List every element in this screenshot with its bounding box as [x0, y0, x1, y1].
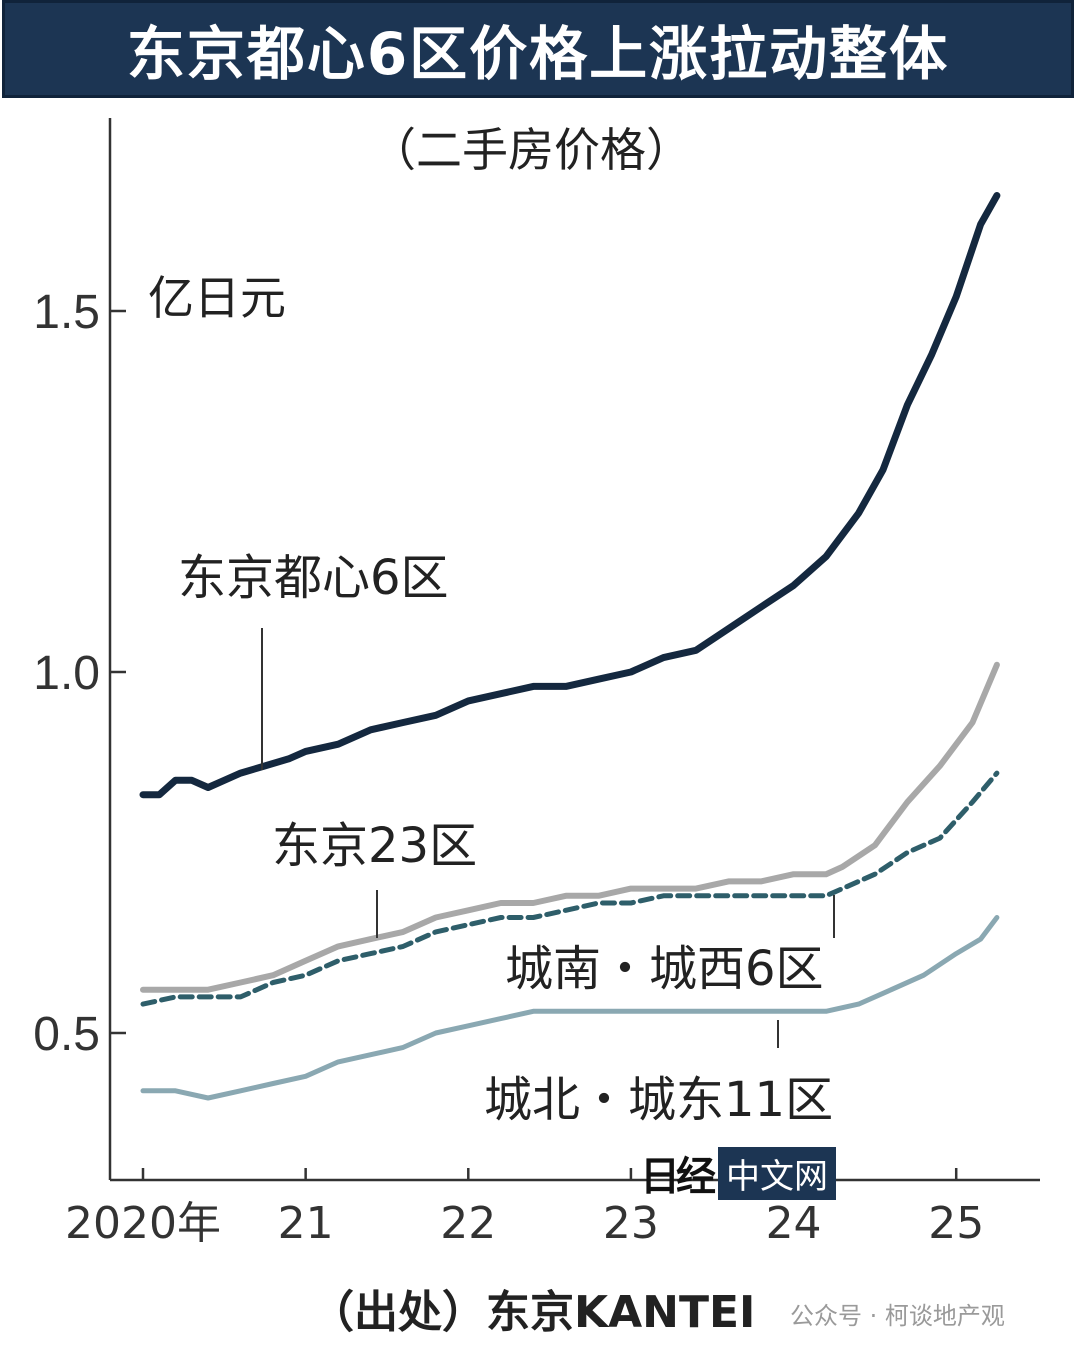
- x-tick-label: 24: [766, 1198, 822, 1249]
- chart-subtitle: （二手房价格）: [370, 123, 692, 177]
- source-note: （出处）东京KANTEI: [310, 1287, 756, 1338]
- y-tick-label: 1.0: [33, 647, 100, 700]
- nikkei-logo-mark: 日经: [640, 1153, 716, 1200]
- line-chart: （二手房价格） 亿日元 0.5 1.0 1.5 2020年 21 22 23 24 25 东京都…: [33, 118, 1040, 1249]
- x-tick-label: 25: [928, 1198, 984, 1249]
- x-tick-label: 23: [603, 1198, 659, 1249]
- x-tick-label: 2020年: [65, 1198, 221, 1249]
- series-label-1: 东京23区: [272, 818, 477, 874]
- nikkei-logo-badge: 中文网: [718, 1146, 836, 1200]
- x-tick-label: 21: [278, 1198, 334, 1249]
- x-tick-label: 22: [440, 1198, 496, 1249]
- series-label-3: 城北・城东11区: [484, 1072, 833, 1128]
- series-line-2: [140, 770, 1000, 1007]
- nikkei-logo: 日经 中文网: [640, 1146, 836, 1200]
- axes: 0.5 1.0 1.5 2020年 21 22 23 24 25: [33, 118, 1040, 1249]
- y-tick-label: 1.5: [33, 286, 100, 339]
- series-line-0: [139, 192, 1001, 799]
- series-line-3: [140, 915, 1000, 1101]
- y-tick-label: 0.5: [33, 1008, 100, 1061]
- series-label-2: 城南・城西6区: [505, 941, 824, 997]
- series-label-0: 东京都心6区: [178, 550, 449, 606]
- watermark: 公众号 · 柯谈地产观: [790, 1302, 1005, 1330]
- series-line-1: [140, 661, 1000, 993]
- y-axis-unit: 亿日元: [148, 271, 286, 325]
- series-layer: [139, 192, 1001, 1101]
- chart-title: 东京都心6区价格上涨拉动整体: [2, 0, 1074, 98]
